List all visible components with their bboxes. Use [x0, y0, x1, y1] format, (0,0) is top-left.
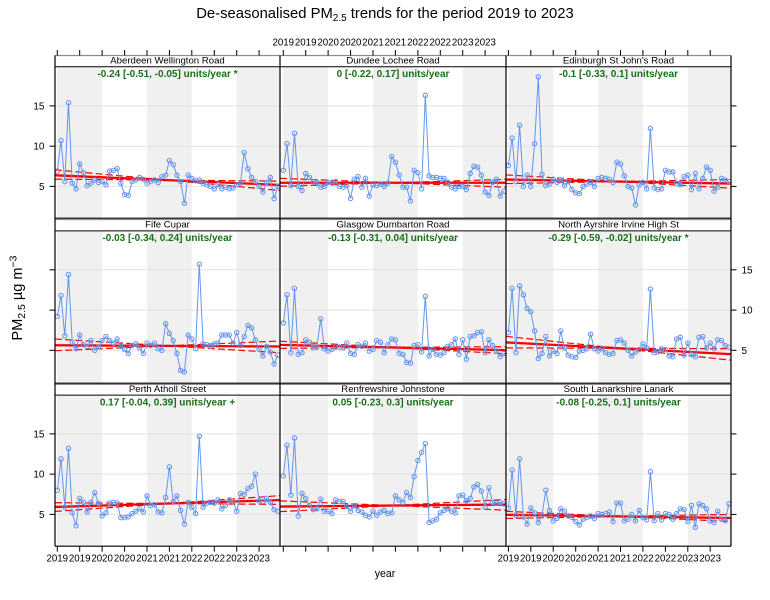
- svg-text:2023: 2023: [226, 554, 248, 565]
- svg-text:-0.1 [-0.33, 0.1] units/year: -0.1 [-0.33, 0.1] units/year: [559, 69, 678, 80]
- svg-text:2019: 2019: [498, 554, 520, 565]
- svg-text:2023: 2023: [474, 38, 496, 49]
- svg-text:Fife Cupar: Fife Cupar: [145, 220, 191, 231]
- svg-text:2021: 2021: [362, 38, 384, 49]
- svg-text:0.05 [-0.23, 0.3] units/year: 0.05 [-0.23, 0.3] units/year: [332, 397, 453, 408]
- svg-text:2021: 2021: [385, 38, 407, 49]
- svg-text:2020: 2020: [317, 38, 339, 49]
- svg-text:2022: 2022: [407, 38, 429, 49]
- svg-text:2021: 2021: [610, 554, 632, 565]
- svg-text:Aberdeen Wellington Road: Aberdeen Wellington Road: [110, 56, 225, 67]
- svg-text:-0.13 [-0.31, 0.04] units/year: -0.13 [-0.31, 0.04] units/year: [328, 233, 458, 244]
- svg-text:10: 10: [33, 142, 45, 153]
- svg-text:2020: 2020: [91, 554, 113, 565]
- svg-text:0.17 [-0.04, 0.39] units/year: 0.17 [-0.04, 0.39] units/year +: [100, 397, 236, 408]
- svg-text:5: 5: [742, 346, 748, 357]
- svg-text:2020: 2020: [542, 554, 564, 565]
- svg-text:2019: 2019: [273, 38, 295, 49]
- svg-text:2020: 2020: [340, 38, 362, 49]
- svg-text:5: 5: [39, 510, 45, 521]
- svg-text:Renfrewshire Johnstone: Renfrewshire Johnstone: [341, 384, 444, 395]
- svg-text:2021: 2021: [136, 554, 158, 565]
- svg-text:North Ayrshire Irvine High St: North Ayrshire Irvine High St: [558, 220, 679, 231]
- svg-text:2022: 2022: [181, 554, 203, 565]
- svg-text:2021: 2021: [159, 554, 181, 565]
- svg-text:2022: 2022: [632, 554, 654, 565]
- svg-text:10: 10: [33, 470, 45, 481]
- svg-text:Dundee Lochee Road: Dundee Lochee Road: [346, 56, 439, 67]
- svg-text:2019: 2019: [47, 554, 69, 565]
- svg-text:-0.29 [-0.59, -0.02] units/yea: -0.29 [-0.59, -0.02] units/year *: [548, 233, 688, 244]
- svg-text:0 [-0.22, 0.17] units/year: 0 [-0.22, 0.17] units/year: [337, 69, 450, 80]
- svg-text:2023: 2023: [677, 554, 699, 565]
- svg-text:-0.24 [-0.51, -0.05] units/yea: -0.24 [-0.51, -0.05] units/year *: [97, 69, 237, 80]
- svg-text:-0.08 [-0.25, 0.1] units/year: -0.08 [-0.25, 0.1] units/year: [556, 397, 681, 408]
- svg-text:PM2.5 µg m−3: PM2.5 µg m−3: [8, 255, 29, 340]
- svg-text:2022: 2022: [430, 38, 452, 49]
- svg-text:2021: 2021: [587, 554, 609, 565]
- svg-text:15: 15: [33, 101, 45, 112]
- svg-text:2020: 2020: [114, 554, 136, 565]
- svg-text:5: 5: [39, 182, 45, 193]
- svg-text:2020: 2020: [565, 554, 587, 565]
- svg-text:Glasgow Dumbarton Road: Glasgow Dumbarton Road: [336, 220, 449, 231]
- svg-text:2019: 2019: [520, 554, 542, 565]
- svg-text:-0.03 [-0.34, 0.24] units/year: -0.03 [-0.34, 0.24] units/year: [102, 233, 232, 244]
- svg-text:10: 10: [742, 306, 754, 317]
- svg-text:2023: 2023: [452, 38, 474, 49]
- svg-text:South Lanarkshire Lanark: South Lanarkshire Lanark: [564, 384, 674, 395]
- svg-text:Edinburgh St John's Road: Edinburgh St John's Road: [563, 56, 674, 67]
- svg-text:year: year: [375, 568, 396, 580]
- svg-text:2023: 2023: [248, 554, 270, 565]
- svg-text:2022: 2022: [655, 554, 677, 565]
- svg-text:15: 15: [33, 429, 45, 440]
- svg-text:2022: 2022: [204, 554, 226, 565]
- svg-text:2019: 2019: [295, 38, 317, 49]
- svg-text:15: 15: [742, 265, 754, 276]
- svg-text:2023: 2023: [699, 554, 721, 565]
- svg-text:Perth Atholl Street: Perth Atholl Street: [129, 384, 207, 395]
- svg-text:De-seasonalised PM2.5 trends f: De-seasonalised PM2.5 trends for the per…: [196, 6, 574, 24]
- svg-text:2019: 2019: [69, 554, 91, 565]
